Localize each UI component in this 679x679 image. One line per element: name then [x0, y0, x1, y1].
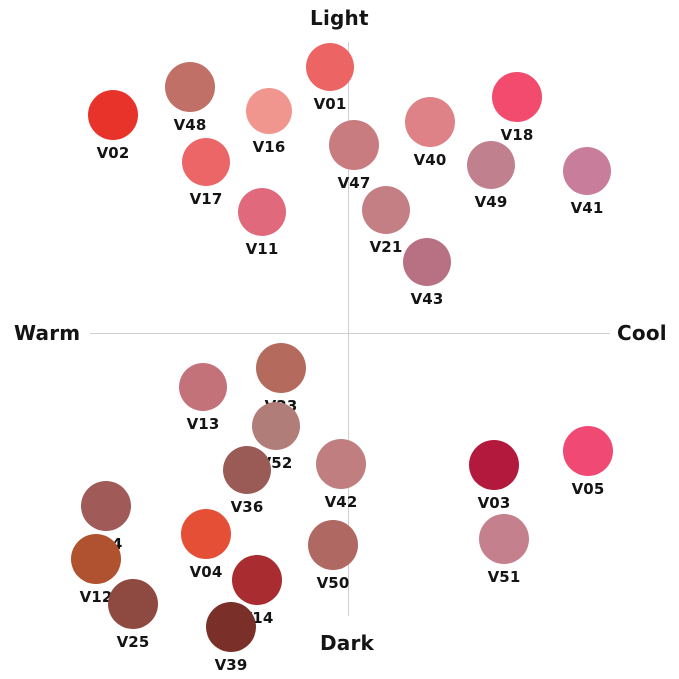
swatch-dot[interactable]: [81, 481, 131, 531]
swatch-v39[interactable]: V39: [206, 602, 256, 673]
swatch-label: V21: [369, 238, 403, 256]
swatch-v18[interactable]: V18: [492, 72, 542, 143]
swatch-v01[interactable]: V01: [306, 43, 354, 112]
swatch-dot[interactable]: [469, 440, 519, 490]
swatch-v51[interactable]: V51: [479, 514, 529, 585]
swatch-v05[interactable]: V05: [563, 426, 613, 497]
swatch-dot[interactable]: [329, 120, 379, 170]
swatch-v43[interactable]: V43: [403, 238, 451, 307]
swatch-dot[interactable]: [316, 439, 366, 489]
swatch-dot[interactable]: [467, 141, 515, 189]
swatch-dot[interactable]: [479, 514, 529, 564]
swatch-v49[interactable]: V49: [467, 141, 515, 210]
swatch-v25[interactable]: V25: [108, 579, 158, 650]
swatch-v03[interactable]: V03: [469, 440, 519, 511]
swatch-label: V17: [189, 190, 223, 208]
swatch-v16[interactable]: V16: [246, 88, 292, 155]
swatch-v41[interactable]: V41: [563, 147, 611, 216]
swatch-dot[interactable]: [223, 446, 271, 494]
swatch-dot[interactable]: [232, 555, 282, 605]
swatch-dot[interactable]: [88, 90, 138, 140]
swatch-v23[interactable]: V23: [256, 343, 306, 414]
swatch-label: V05: [571, 480, 605, 498]
swatch-label: V25: [116, 633, 150, 651]
swatch-dot[interactable]: [179, 363, 227, 411]
swatch-v52[interactable]: V52: [252, 402, 300, 471]
swatch-dot[interactable]: [182, 138, 230, 186]
vertical-axis-line: [348, 42, 349, 616]
swatch-dot[interactable]: [308, 520, 358, 570]
swatch-v42[interactable]: V42: [316, 439, 366, 510]
swatch-v02[interactable]: V02: [88, 90, 138, 161]
swatch-label: V02: [96, 144, 130, 162]
swatch-label: V13: [186, 415, 220, 433]
swatch-dot[interactable]: [306, 43, 354, 91]
swatch-dot[interactable]: [71, 534, 121, 584]
swatch-label: V49: [474, 193, 508, 211]
swatch-v17[interactable]: V17: [182, 138, 230, 207]
swatch-label: V11: [245, 240, 279, 258]
swatch-dot[interactable]: [252, 402, 300, 450]
swatch-v36[interactable]: V36: [223, 446, 271, 515]
swatch-label: V51: [487, 568, 521, 586]
swatch-label: V12: [79, 588, 113, 606]
swatch-v13[interactable]: V13: [179, 363, 227, 432]
swatch-label: V41: [570, 199, 604, 217]
swatch-dot[interactable]: [246, 88, 292, 134]
axis-label-dark: Dark: [320, 631, 375, 655]
swatch-dot[interactable]: [108, 579, 158, 629]
swatch-label: V16: [252, 138, 286, 156]
swatch-v50[interactable]: V50: [308, 520, 358, 591]
swatch-dot[interactable]: [181, 509, 231, 559]
swatch-label: V03: [477, 494, 511, 512]
swatch-v47[interactable]: V47: [329, 120, 379, 191]
swatch-label: V42: [324, 493, 358, 511]
swatch-dot[interactable]: [492, 72, 542, 122]
swatch-v24[interactable]: V24: [81, 481, 131, 552]
swatch-dot[interactable]: [563, 426, 613, 476]
swatch-label: V01: [313, 95, 347, 113]
swatch-v11[interactable]: V11: [238, 188, 286, 257]
swatch-label: V47: [337, 174, 371, 192]
swatch-dot[interactable]: [362, 186, 410, 234]
axis-label-light: Light: [310, 6, 369, 30]
swatch-dot[interactable]: [403, 238, 451, 286]
swatch-label: V48: [173, 116, 207, 134]
swatch-label: V18: [500, 126, 534, 144]
swatch-dot[interactable]: [238, 188, 286, 236]
swatch-dot[interactable]: [405, 97, 455, 147]
swatch-label: V04: [189, 563, 223, 581]
swatch-v12[interactable]: V12: [71, 534, 121, 605]
swatch-v40[interactable]: V40: [405, 97, 455, 168]
horizontal-axis-line: [90, 333, 610, 334]
swatch-dot[interactable]: [165, 62, 215, 112]
axis-label-cool: Cool: [617, 321, 667, 345]
swatch-v21[interactable]: V21: [362, 186, 410, 255]
swatch-v14[interactable]: V14: [232, 555, 282, 626]
swatch-dot[interactable]: [206, 602, 256, 652]
swatch-v04[interactable]: V04: [181, 509, 231, 580]
swatch-dot[interactable]: [256, 343, 306, 393]
swatch-label: V40: [413, 151, 447, 169]
swatch-dot[interactable]: [563, 147, 611, 195]
swatch-label: V36: [230, 498, 264, 516]
swatch-label: V50: [316, 574, 350, 592]
swatch-v48[interactable]: V48: [165, 62, 215, 133]
axis-label-warm: Warm: [14, 321, 81, 345]
swatch-label: V43: [410, 290, 444, 308]
swatch-label: V39: [214, 656, 248, 674]
